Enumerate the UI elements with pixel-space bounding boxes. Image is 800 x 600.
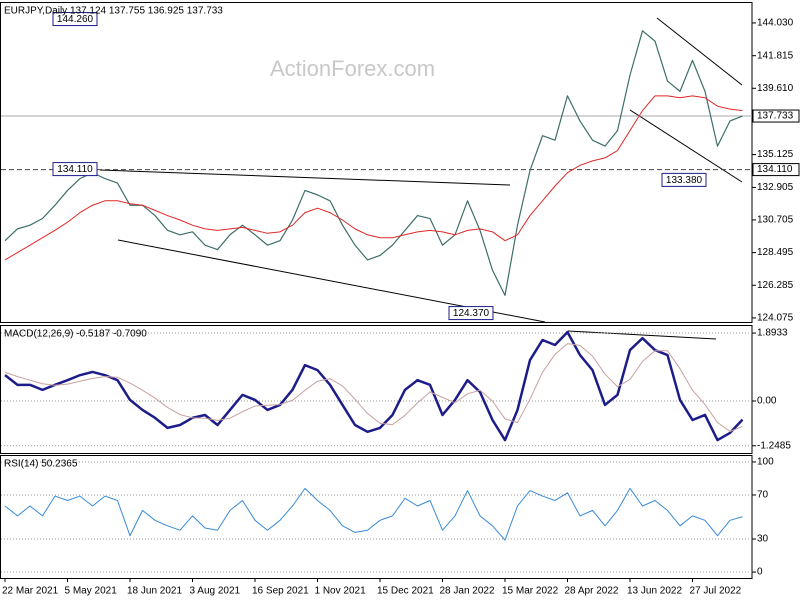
series-line — [4, 487, 743, 541]
y-tick-label: -1.2485 — [757, 440, 791, 451]
level-label: 134.110 — [757, 164, 793, 175]
last-price-box — [752, 109, 800, 123]
macd-frame — [0, 325, 753, 454]
annotation-label: 134.110 — [57, 164, 93, 175]
series-line — [4, 330, 744, 442]
x-tick-label: 1 Nov 2021 — [315, 586, 367, 597]
panel-title: RSI(14) 50.2365 — [4, 459, 78, 470]
y-tick-label: 130.705 — [757, 215, 794, 226]
trendline — [567, 330, 717, 340]
y-tick-label: 30 — [757, 534, 769, 545]
x-tick-label: 18 Jun 2021 — [127, 586, 182, 597]
x-tick-label: 27 Jul 2022 — [690, 586, 742, 597]
annotation-label: 124.370 — [453, 308, 490, 319]
y-tick-label: 0.00 — [757, 396, 777, 407]
annotation-box — [661, 172, 707, 187]
y-tick-label: 126.285 — [757, 280, 794, 291]
y-tick-label: 124.075 — [757, 313, 794, 324]
trendline — [99, 169, 511, 186]
series-line — [4, 343, 743, 432]
last-price-label: 137.733 — [757, 111, 794, 122]
trendline — [656, 17, 743, 86]
level-box — [752, 163, 800, 177]
x-tick-label: 28 Apr 2022 — [565, 586, 619, 597]
series-line — [4, 30, 743, 296]
y-tick-label: 0 — [757, 567, 763, 578]
y-tick-label: 141.815 — [757, 50, 794, 61]
y-tick-label: 70 — [757, 490, 769, 501]
y-tick-label: 128.495 — [757, 247, 794, 258]
x-tick-label: 3 Aug 2021 — [190, 586, 241, 597]
annotation-label: 144.260 — [57, 14, 94, 25]
y-tick-label: 100 — [757, 457, 774, 468]
series-line — [4, 95, 743, 261]
y-tick-label: 132.905 — [757, 182, 794, 193]
panel-title: EURJPY,Daily 137.124 137.755 136.925 137… — [4, 6, 223, 17]
y-tick-label: 1.8933 — [757, 328, 788, 339]
annotation-box — [448, 306, 494, 321]
y-tick-label: 139.610 — [757, 83, 794, 94]
x-tick-label: 16 Sep 2021 — [252, 586, 309, 597]
x-tick-label: 28 Jan 2022 — [440, 586, 495, 597]
annotation-box — [52, 12, 98, 27]
watermark: ActionForex.com — [270, 56, 435, 81]
x-tick-label: 15 Dec 2021 — [377, 586, 434, 597]
x-tick-label: 15 Mar 2022 — [502, 586, 559, 597]
y-tick-label: 135.125 — [757, 149, 794, 160]
annotation-box — [52, 162, 98, 177]
x-tick-label: 22 Mar 2021 — [2, 586, 59, 597]
annotation-label: 133.380 — [666, 175, 703, 186]
rsi-frame — [0, 455, 753, 579]
x-tick-label: 5 May 2021 — [65, 586, 118, 597]
x-tick-label: 13 Jun 2022 — [627, 586, 682, 597]
panel-title: MACD(12,26,9) -0.5187 -0.7090 — [4, 329, 147, 340]
price-frame — [0, 2, 753, 323]
y-tick-label: 144.030 — [757, 18, 794, 29]
